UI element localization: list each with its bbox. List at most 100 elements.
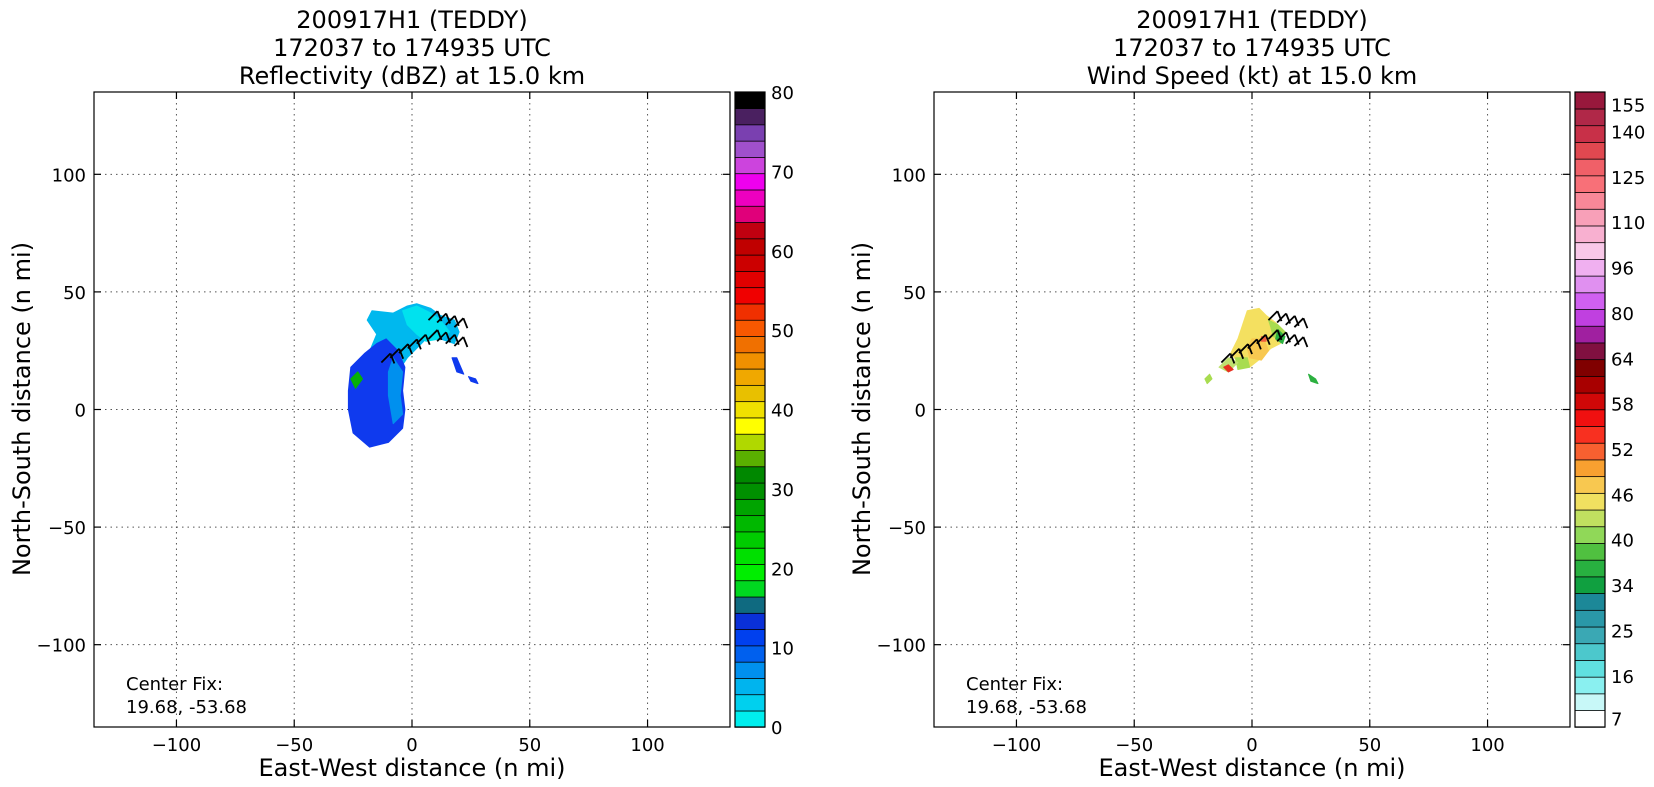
reflectivity-x-tick-label: 0 bbox=[406, 735, 417, 756]
wind-speed-colorbar-ticks: 7 16 25 34 40 46 52 58 64 80 96 110 125 140 155 bbox=[1611, 95, 1645, 730]
reflectivity-colorbar-cell bbox=[734, 612, 766, 631]
reflectivity-colorbar-cell bbox=[734, 303, 766, 321]
reflectivity-colorbar-cell bbox=[734, 400, 766, 419]
wind-speed-colorbar-cell bbox=[1574, 693, 1606, 711]
wind-speed-wind-barbs bbox=[1220, 310, 1309, 364]
reflectivity-colorbar-cell bbox=[734, 319, 766, 337]
reflectivity-wind-barb-staff bbox=[427, 310, 439, 321]
reflectivity-field-region bbox=[451, 357, 465, 375]
wind-speed-grid bbox=[934, 92, 1570, 727]
reflectivity-colorbar-cell bbox=[734, 433, 766, 451]
reflectivity-wind-barb-flag bbox=[462, 336, 469, 348]
wind-speed-wind-barb-flag bbox=[1238, 348, 1245, 360]
reflectivity-wind-barb-flag bbox=[462, 317, 469, 329]
reflectivity-title-line-3: Reflectivity (dBZ) at 15.0 km bbox=[239, 62, 585, 90]
wind-speed-colorbar-cell bbox=[1574, 208, 1606, 227]
wind-speed-colorbar-cell bbox=[1574, 392, 1606, 411]
wind-speed-colorbar-tick-label: 110 bbox=[1611, 213, 1645, 234]
reflectivity-y-ticks: −100 −50 0 50 100 bbox=[37, 165, 730, 657]
reflectivity-field-region bbox=[350, 371, 363, 389]
wind-speed-x-ticks: −100 −50 0 50 100 bbox=[992, 92, 1505, 756]
wind-speed-wind-barb-flag bbox=[1302, 336, 1309, 348]
reflectivity-colorbar-cell bbox=[734, 254, 766, 272]
wind-speed-y-axis-label: North-South distance (n mi) bbox=[848, 242, 876, 576]
wind-speed-wind-barb-staff bbox=[1267, 310, 1279, 321]
reflectivity-colorbar-tick-label: 50 bbox=[771, 321, 794, 342]
wind-speed-colorbar-cell bbox=[1574, 509, 1606, 528]
reflectivity-colorbar-cell bbox=[734, 124, 766, 142]
reflectivity-wind-barb-staff bbox=[445, 334, 456, 345]
reflectivity-x-tick-label: −100 bbox=[152, 735, 201, 756]
wind-speed-colorbar-tick-label: 96 bbox=[1611, 259, 1634, 280]
wind-speed-field-region bbox=[1235, 357, 1251, 370]
wind-speed-colorbar: 7 16 25 34 40 46 52 58 64 80 96 110 125 140 155 bbox=[1574, 91, 1645, 731]
wind-speed-colorbar-cell bbox=[1574, 325, 1606, 344]
wind-speed-colorbar-tick-label: 7 bbox=[1611, 710, 1622, 731]
reflectivity-wind-barb-flag bbox=[416, 339, 422, 350]
reflectivity-colorbar-cell bbox=[734, 466, 766, 484]
reflectivity-colorbar-cell bbox=[734, 710, 766, 728]
reflectivity-panel: 200917H1 (TEDDY) 172037 to 174935 UTC Re… bbox=[8, 6, 794, 782]
reflectivity-colorbar-cell bbox=[734, 384, 766, 403]
reflectivity-center-fix-value: 19.68, -53.68 bbox=[126, 697, 247, 718]
wind-speed-wind-barb-staff bbox=[1267, 329, 1279, 340]
wind-speed-colorbar-cell bbox=[1574, 492, 1606, 511]
wind-speed-colorbar-tick-label: 64 bbox=[1611, 349, 1634, 370]
wind-speed-field-region bbox=[1223, 364, 1234, 373]
wind-speed-x-tick-label: 0 bbox=[1246, 735, 1257, 756]
wind-speed-colorbar-cell bbox=[1574, 375, 1606, 394]
reflectivity-x-axis-label: East-West distance (n mi) bbox=[258, 754, 565, 782]
wind-speed-colorbar-cell bbox=[1574, 526, 1606, 544]
wind-speed-field bbox=[1204, 307, 1319, 385]
wind-speed-x-tick-label: −100 bbox=[992, 735, 1041, 756]
reflectivity-wind-barb-flag bbox=[389, 353, 396, 364]
reflectivity-colorbar-tick-label: 20 bbox=[771, 559, 794, 580]
wind-speed-x-tick-label: 100 bbox=[1470, 735, 1504, 756]
wind-speed-wind-barb-staff bbox=[1220, 352, 1232, 364]
wind-speed-colorbar-tick-label: 58 bbox=[1611, 395, 1634, 416]
reflectivity-wind-barb-staff bbox=[380, 352, 392, 364]
reflectivity-y-tick-label: −100 bbox=[37, 636, 86, 657]
wind-speed-title-line-3: Wind Speed (kt) at 15.0 km bbox=[1087, 62, 1418, 90]
reflectivity-colorbar-cell bbox=[734, 661, 766, 679]
reflectivity-colorbar-tick-label: 30 bbox=[771, 480, 794, 501]
wind-speed-wind-barb-flag bbox=[1229, 353, 1236, 364]
wind-speed-wind-barb-staff bbox=[1276, 312, 1287, 324]
reflectivity-wind-barb-staff bbox=[389, 348, 400, 359]
wind-speed-field-region bbox=[1308, 373, 1319, 385]
wind-speed-colorbar-cell bbox=[1574, 308, 1606, 327]
wind-speed-colorbar-cell bbox=[1574, 576, 1606, 595]
wind-speed-title-line-2: 172037 to 174935 UTC bbox=[1113, 34, 1391, 62]
wind-speed-y-tick-label: −100 bbox=[877, 636, 926, 657]
reflectivity-wind-barb-flag bbox=[407, 343, 413, 355]
reflectivity-x-tick-label: 50 bbox=[518, 735, 541, 756]
wind-speed-colorbar-tick-label: 125 bbox=[1611, 168, 1645, 189]
wind-speed-colorbar-cell bbox=[1574, 191, 1606, 210]
reflectivity-colorbar-cell bbox=[734, 270, 766, 289]
reflectivity-colorbar-tick-label: 40 bbox=[771, 401, 794, 422]
reflectivity-y-tick-label: −50 bbox=[48, 518, 86, 539]
reflectivity-colorbar-cell bbox=[734, 140, 766, 158]
wind-speed-colorbar-cell bbox=[1574, 442, 1606, 461]
reflectivity-wind-barb-staff bbox=[436, 312, 447, 324]
wind-speed-colorbar-cell bbox=[1574, 592, 1606, 611]
reflectivity-colorbar-ticks: 0 10 20 30 40 50 60 70 80 bbox=[771, 83, 794, 739]
reflectivity-colorbar-cell bbox=[734, 173, 766, 191]
wind-speed-colorbar-cell bbox=[1574, 559, 1606, 578]
reflectivity-colorbar-cell bbox=[734, 563, 766, 582]
reflectivity-wind-barbs bbox=[380, 310, 469, 364]
wind-speed-colorbar-tick-label: 34 bbox=[1611, 576, 1634, 597]
reflectivity-colorbar-cell bbox=[734, 205, 766, 223]
wind-speed-wind-barb-staff bbox=[1293, 336, 1305, 347]
reflectivity-colorbar-cell bbox=[734, 580, 766, 598]
reflectivity-center-fix-label: Center Fix: bbox=[126, 674, 223, 695]
wind-speed-y-tick-label: 100 bbox=[892, 165, 926, 186]
reflectivity-colorbar-cell bbox=[734, 417, 766, 435]
reflectivity-x-ticks: −100 −50 0 50 100 bbox=[152, 92, 665, 756]
reflectivity-colorbar-cell bbox=[734, 677, 766, 696]
reflectivity-colorbar-cell bbox=[734, 156, 766, 175]
reflectivity-wind-barb-staff bbox=[453, 336, 465, 347]
wind-speed-wind-barb-staff bbox=[1256, 334, 1267, 345]
